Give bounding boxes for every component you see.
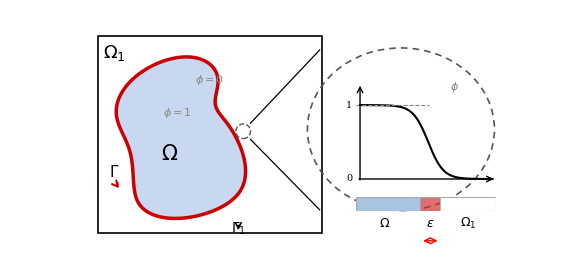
- FancyBboxPatch shape: [440, 197, 496, 211]
- FancyBboxPatch shape: [356, 197, 420, 211]
- Text: $\phi=1$: $\phi=1$: [163, 106, 192, 120]
- Text: $\epsilon$: $\epsilon$: [426, 217, 434, 230]
- Text: $\Omega_1$: $\Omega_1$: [460, 216, 477, 232]
- Text: $\Gamma$: $\Gamma$: [109, 164, 120, 180]
- Text: $\Omega_1$: $\Omega_1$: [103, 43, 126, 63]
- Text: $\phi=0$: $\phi=0$: [195, 73, 224, 87]
- Text: 1: 1: [346, 101, 353, 110]
- FancyBboxPatch shape: [420, 197, 440, 211]
- Text: 0: 0: [346, 175, 353, 183]
- Polygon shape: [116, 57, 245, 218]
- FancyBboxPatch shape: [98, 36, 322, 233]
- Text: $\Gamma_1$: $\Gamma_1$: [231, 221, 246, 237]
- Text: $\phi$: $\phi$: [450, 80, 459, 94]
- Text: $\Omega$: $\Omega$: [161, 144, 178, 164]
- Text: $\Omega$: $\Omega$: [378, 217, 390, 230]
